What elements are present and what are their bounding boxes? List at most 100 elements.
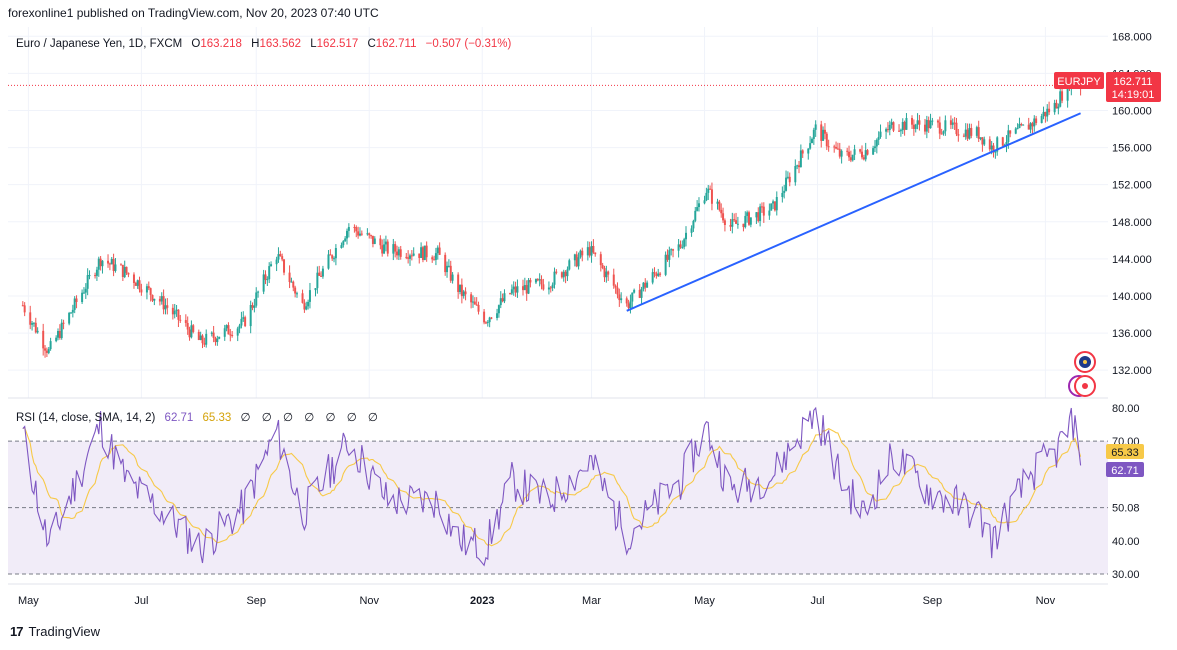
candle-body [516, 286, 519, 293]
candle-body [88, 275, 91, 277]
time-tick-label: Nov [1036, 595, 1056, 607]
candle-body [484, 322, 487, 324]
candle-body [612, 274, 615, 286]
candle-body [184, 320, 187, 324]
candle-body [562, 271, 565, 278]
candle-body [99, 258, 102, 267]
candle-body [625, 298, 628, 304]
candle-body [84, 288, 87, 293]
price-tick-label: 168.000 [1112, 31, 1152, 43]
candle-body [501, 298, 504, 302]
candle-body [371, 235, 374, 244]
time-axis[interactable]: May Jul Sep Nov 2023 Mar May Jul Sep Nov [18, 595, 1056, 607]
rsi-tick-label: 30.00 [1112, 569, 1140, 581]
candle-body [268, 266, 271, 280]
price-pane[interactable]: 168.000164.000160.000156.000152.000148.0… [8, 27, 1152, 398]
candle-body [992, 145, 995, 153]
candle-body [396, 251, 399, 256]
candle-body [340, 245, 343, 249]
tradingview-brand: TradingView [28, 624, 101, 639]
candle-body [1048, 108, 1051, 113]
candle-body [564, 271, 567, 277]
candle-body [523, 285, 526, 291]
candle-body [164, 305, 167, 310]
candle-body [646, 282, 649, 288]
candle-body [620, 298, 623, 301]
candle-body [927, 119, 930, 129]
candle-body [618, 294, 621, 301]
candle-body [966, 129, 969, 139]
candle-body [112, 258, 115, 271]
candle-body [949, 120, 952, 125]
candle-body [566, 269, 569, 277]
candle-body [592, 245, 595, 253]
candle-body [160, 296, 163, 302]
candle-body [71, 309, 74, 313]
candle-body [384, 241, 387, 245]
candle-body [918, 120, 921, 125]
candle-body [383, 244, 386, 254]
time-tick-label: Nov [359, 595, 379, 607]
candle-body [110, 258, 113, 265]
candle-body [69, 312, 72, 314]
candle-body [970, 127, 973, 136]
rsi-tick-label: 50.08 [1112, 502, 1140, 514]
candle-body [125, 266, 128, 273]
candle-body [827, 146, 830, 148]
candle-body [283, 259, 286, 273]
candle-body [264, 274, 267, 280]
price-tick-label: 136.000 [1112, 328, 1152, 340]
price-grid [8, 27, 1108, 398]
time-tick-label: May [18, 595, 39, 607]
candle-body [255, 292, 258, 306]
symbol-tag: EURJPY [1057, 76, 1101, 88]
tradingview-logo[interactable]: 17 TradingView [10, 624, 100, 639]
candle-body [785, 177, 788, 191]
trendline[interactable] [626, 112, 1081, 312]
candle-body [905, 117, 908, 130]
candle-body [471, 301, 474, 303]
candle-body [438, 247, 441, 255]
candle-body [1018, 124, 1021, 129]
candle-body [397, 249, 400, 256]
candle-body [42, 330, 45, 349]
candle-body [644, 282, 647, 288]
candle-body [229, 334, 232, 336]
candle-body [1029, 123, 1032, 130]
candle-body [692, 220, 695, 229]
candle-body [95, 269, 98, 276]
candle-body [575, 254, 578, 267]
candle-body [890, 122, 893, 125]
candle-body [914, 124, 917, 129]
candle-body [333, 258, 336, 260]
candle-body [616, 287, 619, 295]
candle-body [29, 312, 32, 325]
candle-body [457, 274, 460, 292]
candle-body [301, 293, 304, 303]
price-tick-label: 144.000 [1112, 254, 1152, 266]
candle-body [846, 150, 849, 152]
rsi-sma-line [22, 426, 1082, 547]
candle-body [718, 201, 721, 210]
candle-body [529, 279, 532, 283]
candle-body [132, 274, 135, 283]
candle-body [901, 121, 904, 131]
candle-body [603, 268, 606, 278]
dividend-event-icon[interactable] [1068, 375, 1096, 397]
candle-body [60, 322, 63, 338]
candle-body [736, 223, 739, 225]
candle-body [742, 223, 745, 228]
candle-body [473, 301, 476, 305]
candle-body [655, 273, 658, 276]
candle-body [849, 157, 852, 161]
candle-body [166, 305, 169, 308]
candle-body [499, 298, 502, 306]
candle-body [1014, 128, 1017, 134]
economic-event-icon[interactable] [1074, 351, 1096, 373]
candle-body [32, 322, 35, 324]
candle-body [277, 254, 280, 260]
candle-body [288, 272, 291, 283]
candle-body [685, 232, 688, 240]
